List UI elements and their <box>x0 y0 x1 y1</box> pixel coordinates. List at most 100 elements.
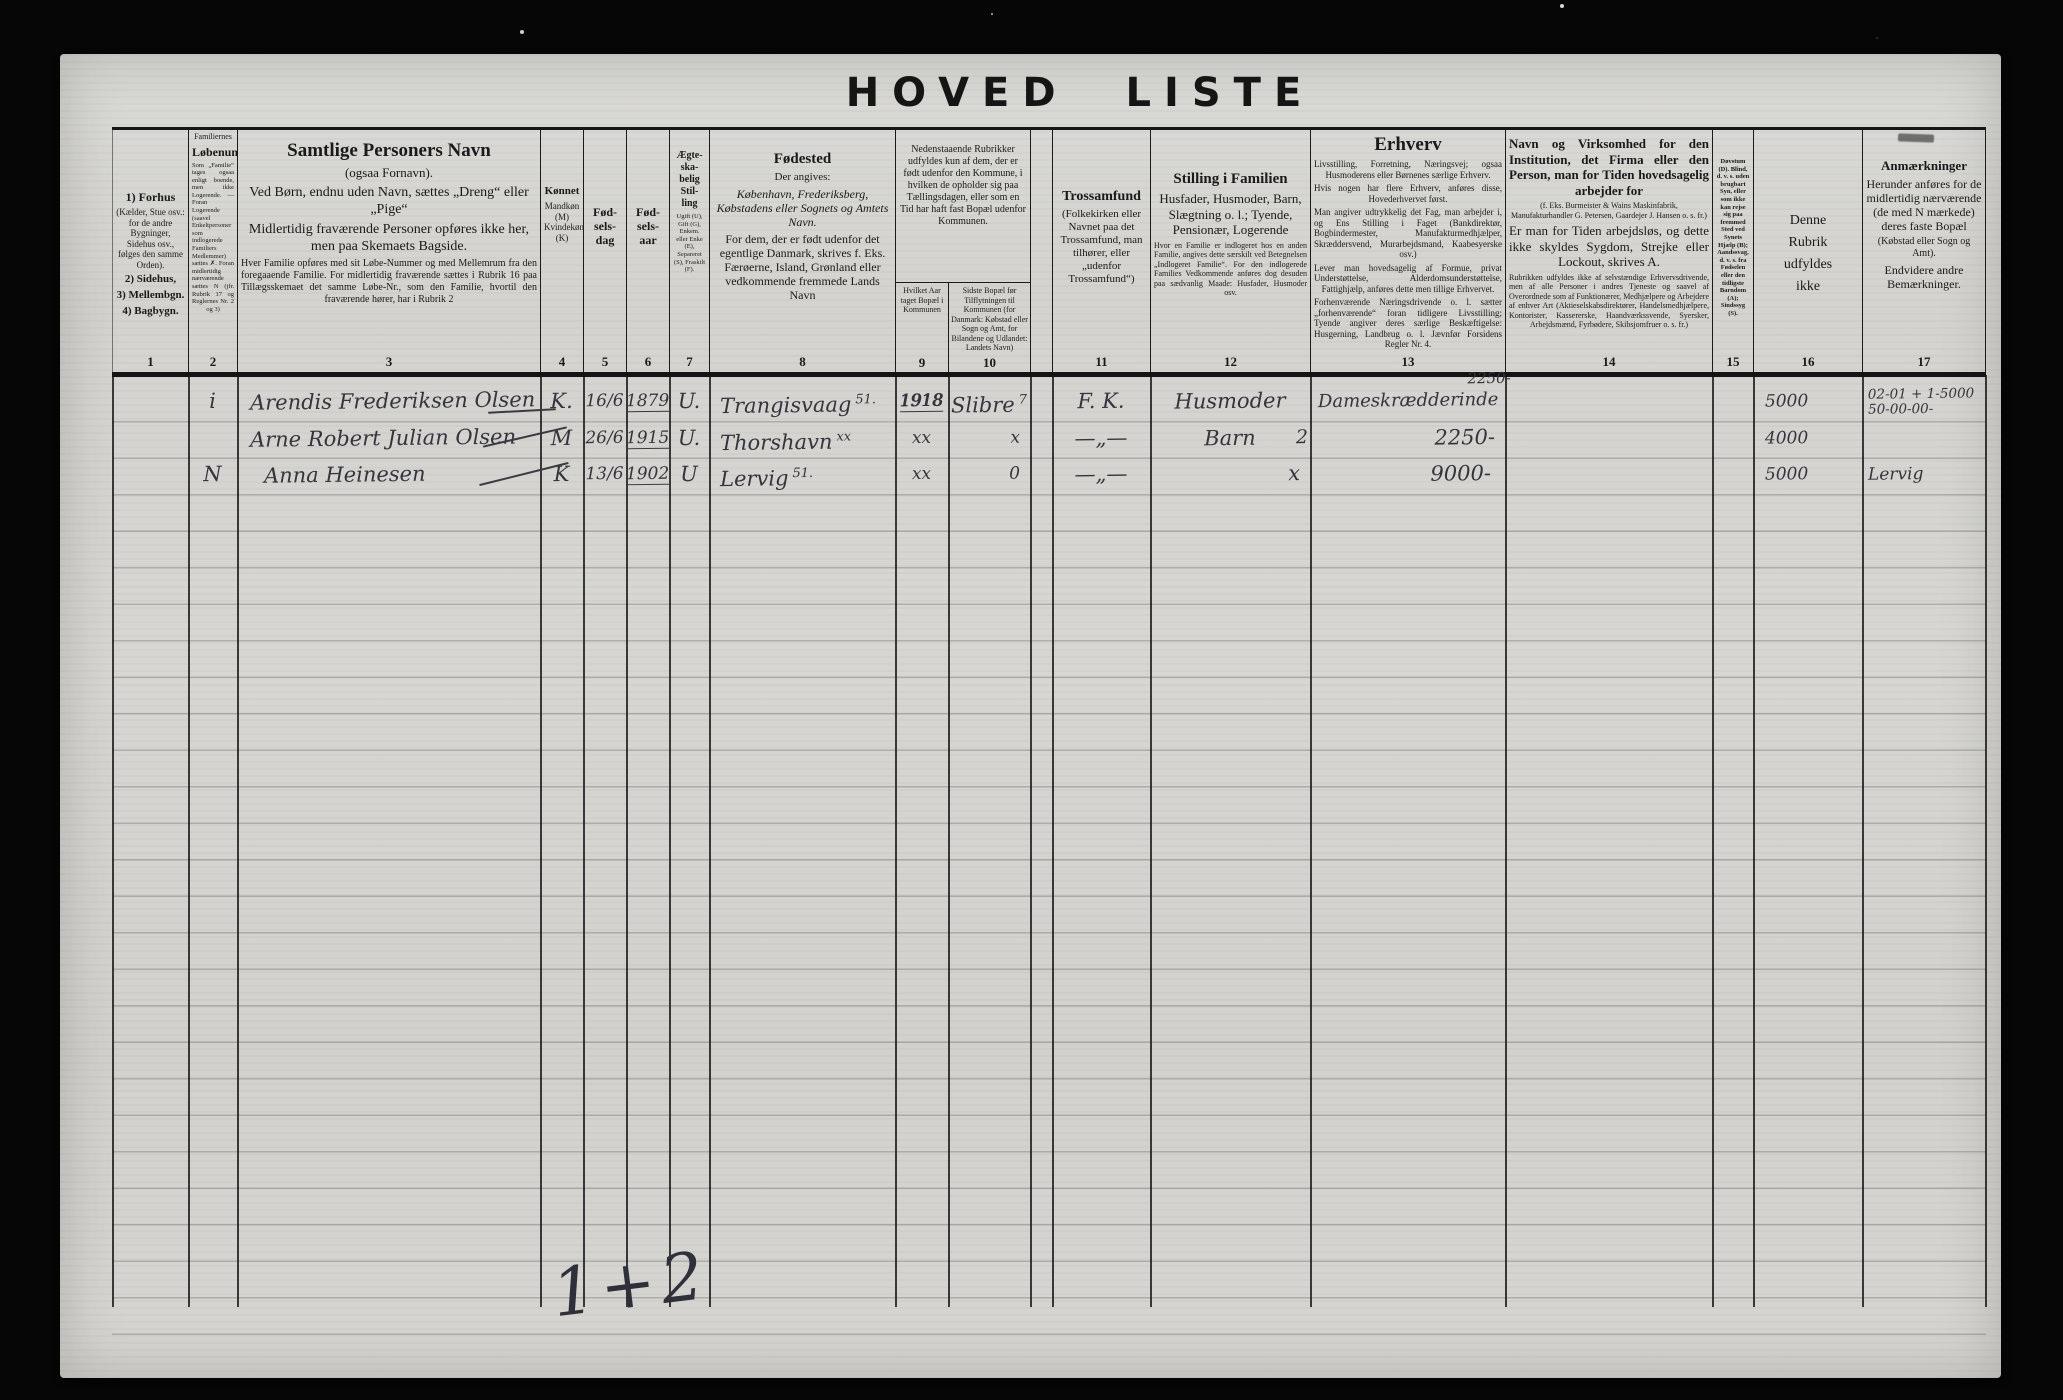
grid-line <box>895 375 897 1307</box>
entry-birthplace: Trangisvaag 51. <box>719 392 877 419</box>
column-number: 8 <box>799 354 806 369</box>
entry-marital: U. <box>677 388 701 414</box>
entry-occupation: Dameskrædderinde 2250- <box>1317 368 1511 413</box>
header-residence-group: Nedenstaaende Rubrikker udfyldes kun af … <box>895 130 1030 372</box>
header-disabilities: Døvstum (D). Blind, d. v. s. uden brugba… <box>1712 130 1753 372</box>
header-occupation: Erhverv Livsstilling, Forretning, Næring… <box>1310 130 1505 372</box>
residence-subcolumns: Hvilket Aar taget Bopæl i Kommunen 9 Sid… <box>896 282 1030 372</box>
entry-sex: M <box>550 425 573 451</box>
entry-remarks: Lervig <box>1867 464 1924 485</box>
entry-moved-year: xx <box>911 463 932 485</box>
grid-line <box>1753 375 1755 1307</box>
paper-sheet: HOVED LISTE 1) Forhus (Kælder, Stue osv.… <box>60 54 2001 1378</box>
header-family-position: Stilling i Familien Husfader, Husmoder, … <box>1150 130 1310 372</box>
entry-birth-day: 13/6 <box>585 463 624 485</box>
column-number: 14 <box>1602 354 1616 369</box>
grid-line <box>1862 375 1864 1307</box>
grid-line <box>709 375 711 1307</box>
entry-birthplace: Lervig 51. <box>719 465 814 492</box>
entry-marital: U <box>679 461 698 487</box>
entry-sex: K <box>553 461 570 487</box>
entry-family-number: i <box>208 388 216 414</box>
column-number: 6 <box>644 354 652 369</box>
entry-birthplace: Thorshavn xx <box>719 429 852 456</box>
column-number: 16 <box>1801 354 1815 369</box>
header-remarks: Anmærkninger Herunder anføres for de mid… <box>1862 130 1986 372</box>
entry-temporary-mark: N <box>203 461 222 487</box>
grid-line <box>1052 375 1054 1307</box>
column-number: 9 <box>918 355 926 370</box>
entry-column16: 5000 <box>1764 391 1809 412</box>
grid-line <box>948 375 950 1307</box>
grid-line <box>1985 375 1987 1307</box>
header-birth-year: Fød- sels- aar 6 <box>626 130 669 372</box>
entry-family-position: Husmoder <box>1174 388 1286 414</box>
header-family-number: Familiernes Løbenumre Som „Familie“ tage… <box>188 130 237 372</box>
entry-occupation: 2250- <box>1434 424 1496 450</box>
row-ruling <box>112 386 1986 1361</box>
table-top-border <box>112 127 1986 130</box>
column-number: 12 <box>1224 354 1237 369</box>
page-title: HOVED LISTE <box>845 70 1315 116</box>
scan-speck <box>520 30 524 34</box>
header-building: 1) Forhus (Kælder, Stue osv.: for de and… <box>112 130 188 372</box>
grid-line <box>1505 375 1507 1307</box>
grid-line <box>1150 375 1152 1307</box>
column-number: 1 <box>147 354 154 369</box>
header-birth-day: Fød- sels- dag 5 <box>583 130 626 372</box>
header-marital-status: Ægte- ska- belig Stil- ling Ugift (U), G… <box>669 130 709 372</box>
entry-last-residence: Slibre 7 <box>950 392 1028 418</box>
grid-line <box>583 375 585 1307</box>
header-employer: Navn og Virksomhed for den Institution, … <box>1505 130 1712 372</box>
grid-line <box>1310 375 1312 1307</box>
column-number: 3 <box>385 354 393 369</box>
occupation-amount: 2250- <box>1467 368 1511 388</box>
entry-family-position: Barn 2 <box>1150 420 1310 458</box>
tally-note: 1+2 <box>547 1236 714 1333</box>
entry-moved-year: 1918 <box>899 390 944 413</box>
header-faith: Trossamfund (Folkekirken eller Navnet pa… <box>1052 130 1150 372</box>
grid-line <box>237 375 239 1307</box>
entry-faith: —„— <box>1074 425 1128 451</box>
column-number: 10 <box>983 355 996 370</box>
column-number: 2 <box>209 354 217 369</box>
entry-sex: K. <box>550 388 573 414</box>
header-birthplace: Fødested Der angives: København, Frederi… <box>709 130 895 372</box>
entry-faith: F. K. <box>1077 388 1125 414</box>
grid-line <box>1712 375 1714 1307</box>
entry-birth-year: 1902 <box>625 463 670 486</box>
grid-line <box>188 375 190 1307</box>
header-name: Samtlige Personers Navn (ogsaa Fornavn).… <box>237 130 540 372</box>
entry-name: Arne Robert Julian Olsen <box>249 424 517 452</box>
entry-marital: U. <box>677 425 701 451</box>
header-year-settled: Hvilket Aar taget Bopæl i Kommunen 9 <box>896 283 949 372</box>
entry-birth-year: 1915 <box>625 427 670 450</box>
grid-line <box>540 375 542 1307</box>
column-number: 17 <box>1917 354 1931 369</box>
header-spacer-column <box>1030 130 1052 372</box>
entry-last-residence: x <box>1010 427 1021 448</box>
grid-line <box>112 375 114 1307</box>
column-number: 7 <box>686 354 693 369</box>
header-last-residence: Sidste Bopæl før Tilflytningen til Kommu… <box>949 283 1030 372</box>
grid-line <box>669 375 671 1307</box>
entry-column16: 5000 <box>1764 464 1809 485</box>
entry-family-position: x <box>1287 461 1301 486</box>
column-number: 5 <box>601 354 609 369</box>
column-number: 13 <box>1401 354 1415 369</box>
header-leave-blank: Denne Rubrik udfyldes ikke 16 <box>1753 130 1862 372</box>
grid-line <box>1030 375 1032 1307</box>
grid-line <box>626 375 628 1307</box>
entry-column16: 4000 <box>1764 428 1809 449</box>
header-sex: Kønnet Mandkøn (M) Kvindekøn (K) 4 <box>540 130 583 372</box>
entry-birth-day: 16/6 <box>585 390 624 412</box>
position-note: 2 <box>1295 426 1309 449</box>
column-number: 15 <box>1726 354 1740 369</box>
header-body-separator <box>112 372 1986 377</box>
entry-occupation: 9000- <box>1430 460 1492 486</box>
entry-birth-day: 26/6 <box>585 427 624 449</box>
entry-last-residence: 0 <box>1009 463 1021 484</box>
entry-moved-year: xx <box>911 427 932 449</box>
entry-remarks: 02-01 + 1-5000 50-00-00- <box>1867 385 1975 418</box>
